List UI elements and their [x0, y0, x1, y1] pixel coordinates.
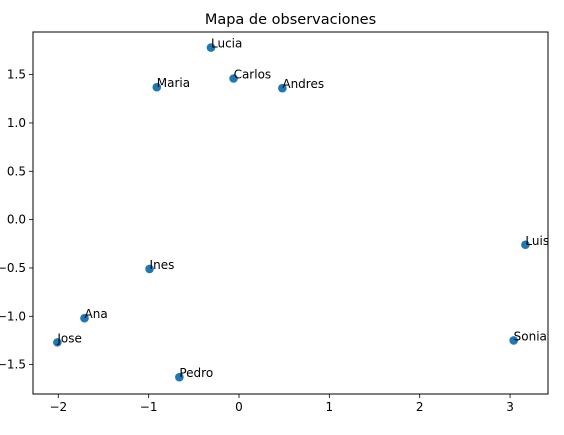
- y-tick-label: −1.5: [0, 358, 26, 372]
- data-point: [229, 74, 238, 83]
- y-tick-label: −1.0: [0, 309, 26, 323]
- point-label: Luis: [525, 234, 549, 248]
- data-point: [521, 240, 530, 250]
- point-label: Lucia: [211, 37, 242, 51]
- chart-title: Mapa de observaciones: [205, 12, 376, 28]
- data-point: [278, 83, 287, 93]
- point-label: Carlos: [234, 67, 272, 81]
- data-point: [509, 336, 518, 345]
- point-label: Ana: [85, 307, 108, 321]
- data-point: [53, 338, 62, 347]
- y-tick-label: 0.0: [7, 213, 26, 227]
- point-label: Ines: [150, 258, 175, 272]
- point-label: Jose: [56, 331, 82, 345]
- point-label: Andres: [282, 77, 324, 91]
- point-label: Sonia: [514, 329, 547, 343]
- y-tick-label: 1.0: [7, 116, 26, 130]
- x-tick-label: −1: [140, 400, 158, 414]
- data-point: [175, 372, 184, 382]
- x-tick-label: 1: [326, 400, 334, 414]
- x-tick-label: 3: [506, 400, 514, 414]
- x-tick-label: 0: [235, 400, 243, 414]
- data-point: [206, 43, 216, 52]
- data-point: [145, 264, 154, 274]
- plot-frame: [32, 31, 549, 395]
- data-point: [80, 313, 89, 323]
- point-label: Maria: [157, 76, 190, 90]
- y-tick-label: 1.5: [7, 68, 26, 82]
- point-label: Pedro: [179, 366, 213, 380]
- y-tick-label: −0.5: [0, 261, 26, 275]
- plot-area: −2 −1 0 1 2 3 −1.5 −1.0 −0.5 0.0 0.5 1.0 1.5 Lucia Mar…: [0, 37, 549, 414]
- x-tick-label: 2: [416, 400, 424, 414]
- data-point: [152, 82, 162, 92]
- x-tick-label: −2: [49, 400, 67, 414]
- y-tick-label: 0.5: [7, 164, 26, 178]
